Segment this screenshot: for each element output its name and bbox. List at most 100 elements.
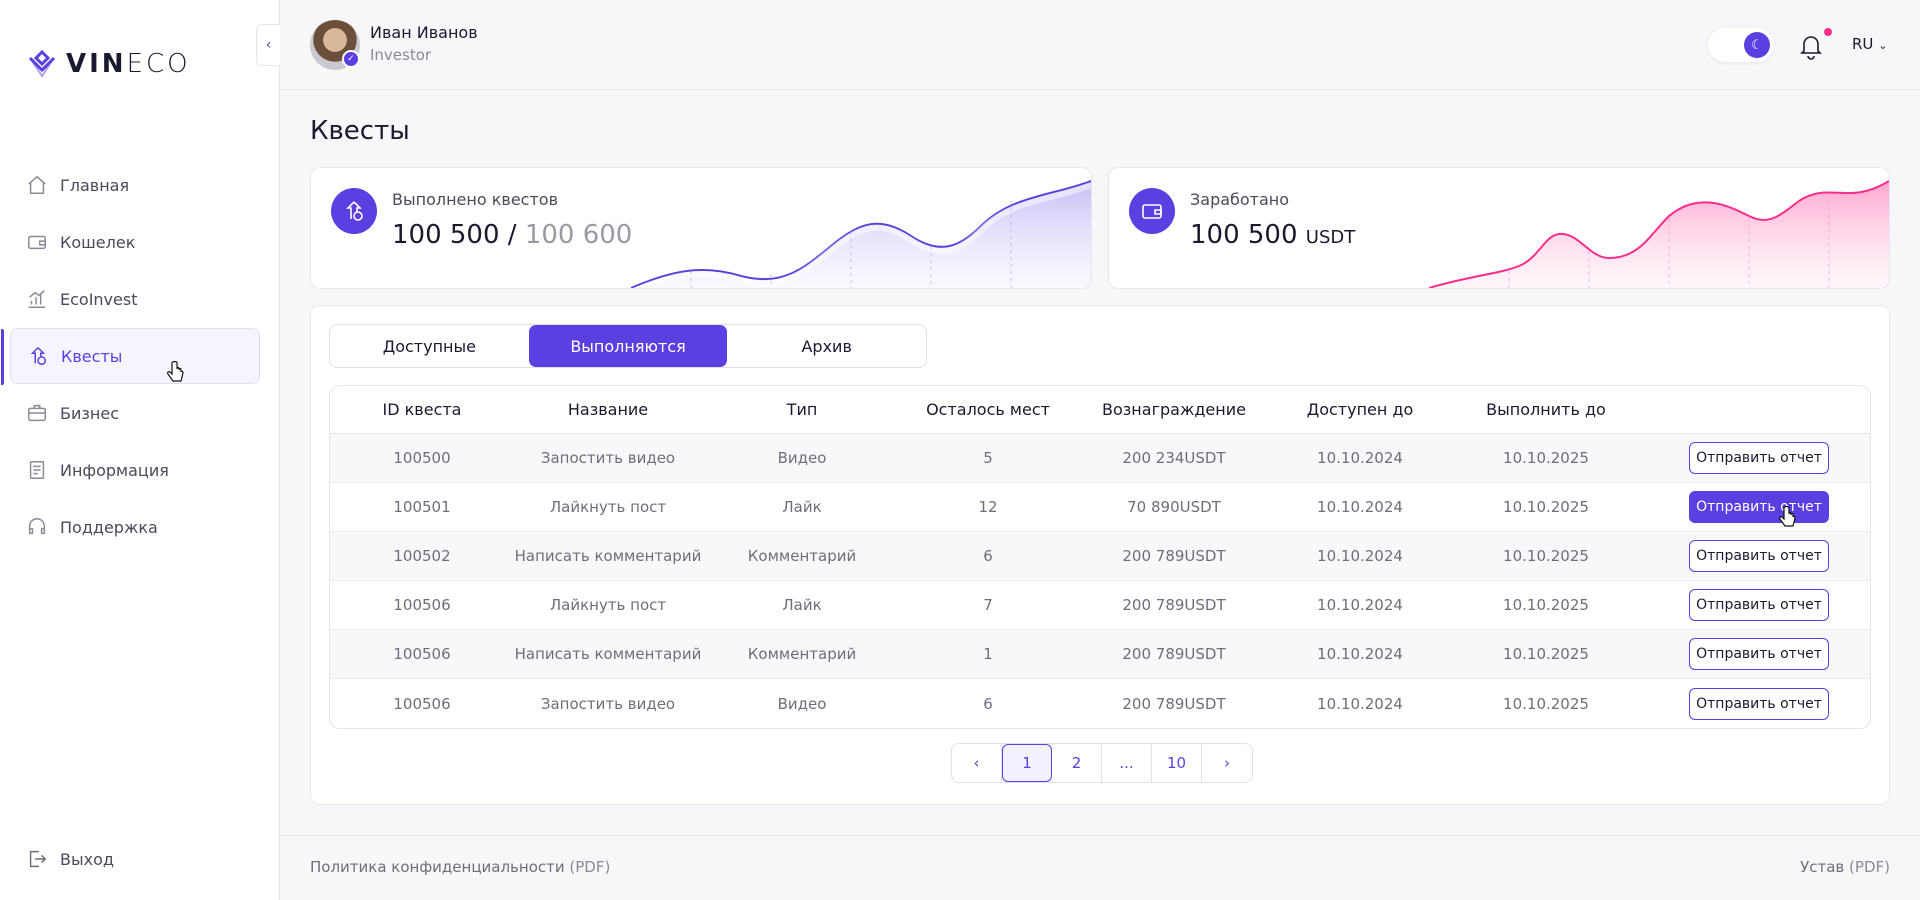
sidebar-item-quests[interactable]: Квесты bbox=[1, 328, 260, 385]
theme-toggle[interactable]: ☾ bbox=[1708, 28, 1774, 62]
table-cell: Запостить видео bbox=[540, 694, 676, 713]
sidebar-item-label: Бизнес bbox=[60, 403, 119, 423]
table-row: 100506 Написать комментарий Комментарий 1 20… bbox=[330, 630, 1870, 679]
table-cell: 100501 bbox=[393, 498, 451, 516]
column-header[interactable]: Выполнить до bbox=[1486, 400, 1606, 419]
quests-stat-card: Выполнено квестов 100 500 / 100 600 bbox=[310, 167, 1092, 289]
table-cell: 200 789USDT bbox=[1122, 645, 1226, 663]
table-cell: Комментарий bbox=[747, 645, 857, 663]
table-cell-action: Отправить отчет bbox=[1646, 491, 1870, 523]
chevron-left-icon: ‹ bbox=[973, 754, 980, 772]
table-cell: 100506 bbox=[393, 694, 451, 713]
quests-panel: Доступные Выполняются Архив ID квеста На… bbox=[310, 305, 1890, 805]
table-cell: 10.10.2025 bbox=[1503, 449, 1589, 467]
charter-link[interactable]: Устав (PDF) bbox=[1800, 858, 1890, 876]
sidebar-item-info[interactable]: Информация bbox=[10, 442, 260, 498]
table-cell: Лайк bbox=[782, 498, 822, 516]
column-header[interactable]: Вознаграждение bbox=[1102, 400, 1246, 419]
logo-text: VINECO bbox=[66, 49, 191, 79]
logout-icon bbox=[26, 848, 48, 870]
table-cell: 100502 bbox=[393, 547, 451, 565]
table-cell: Лайк bbox=[782, 596, 822, 614]
bell-icon[interactable] bbox=[1798, 32, 1824, 60]
quests-table: ID квеста Название Тип Осталось мест Воз… bbox=[329, 385, 1871, 729]
sidebar-item-home[interactable]: Главная bbox=[10, 157, 260, 213]
hand-cursor-icon bbox=[167, 361, 184, 382]
logout-label: Выход bbox=[60, 849, 114, 869]
table-cell: 10.10.2025 bbox=[1503, 547, 1589, 565]
stat-value: 100 500 USDT bbox=[1190, 220, 1356, 250]
sidebar-item-label: Информация bbox=[60, 460, 169, 480]
table-cell: 200 789USDT bbox=[1122, 547, 1226, 565]
earned-stat-card: Заработано 100 500 USDT bbox=[1108, 167, 1890, 289]
tab-archive[interactable]: Архив bbox=[801, 336, 852, 356]
table-header: ID квеста Название Тип Осталось мест Воз… bbox=[330, 386, 1870, 434]
earned-sparkline bbox=[1429, 180, 1889, 288]
sidebar-item-label: Поддержка bbox=[60, 517, 158, 537]
header: ✓ Иван Иванов Investor ☾ RU ⌄ bbox=[280, 0, 1920, 90]
privacy-policy-link[interactable]: Политика конфиденциальности (PDF) bbox=[310, 858, 611, 876]
table-row: 100502 Написать комментарий Комментарий 6 20… bbox=[330, 532, 1870, 581]
send-report-button[interactable]: Отправить отчет bbox=[1689, 491, 1829, 523]
column-header[interactable]: Доступен до bbox=[1306, 400, 1414, 419]
table-cell: 100500 bbox=[393, 449, 451, 467]
language-select[interactable]: RU ⌄ bbox=[1852, 35, 1888, 53]
chart-icon bbox=[26, 288, 48, 310]
logo[interactable]: VINECO bbox=[26, 48, 191, 80]
column-header[interactable]: Название bbox=[567, 400, 649, 419]
table-cell: 10.10.2024 bbox=[1317, 645, 1403, 663]
table-cell: 6 bbox=[983, 547, 993, 565]
tab-in-progress[interactable]: Выполняются bbox=[528, 325, 728, 367]
send-report-button[interactable]: Отправить отчет bbox=[1689, 687, 1829, 720]
send-report-button[interactable]: Отправить отчет bbox=[1689, 638, 1829, 670]
table-cell: 7 bbox=[983, 596, 993, 614]
sidebar-item-support[interactable]: Поддержка bbox=[10, 499, 260, 555]
table-cell: 10.10.2025 bbox=[1503, 645, 1589, 663]
table-cell: 10.10.2024 bbox=[1317, 498, 1403, 516]
page-button[interactable]: 1 bbox=[1002, 744, 1052, 782]
table-cell: 10.10.2024 bbox=[1317, 449, 1403, 467]
logo-icon bbox=[28, 49, 56, 78]
table-cell: 200 234USDT bbox=[1122, 449, 1226, 467]
table-cell: Написать комментарий bbox=[514, 547, 702, 565]
headset-icon bbox=[26, 516, 48, 538]
table-cell-action: Отправить отчет bbox=[1646, 687, 1870, 720]
table-cell: Комментарий bbox=[747, 547, 857, 565]
sidebar-item-wallet[interactable]: Кошелек bbox=[10, 214, 260, 270]
table-cell: 10.10.2025 bbox=[1503, 694, 1589, 713]
collapse-sidebar-button[interactable]: ‹ bbox=[256, 24, 280, 66]
next-page-button[interactable]: › bbox=[1202, 744, 1252, 782]
hand-cursor-icon bbox=[1779, 506, 1796, 527]
page-button[interactable]: 10 bbox=[1152, 744, 1202, 782]
table-row: 100506 Лайкнуть пост Лайк 7 200 789USDT 10.10… bbox=[330, 581, 1870, 630]
wallet-icon bbox=[26, 231, 48, 253]
tab-available[interactable]: Доступные bbox=[382, 336, 476, 356]
sidebar-item-business[interactable]: Бизнес bbox=[10, 385, 260, 441]
sidebar: VINECO Главная Кошелек EcoInvest Квесты … bbox=[0, 0, 280, 900]
sidebar-item-ecoinvest[interactable]: EcoInvest bbox=[10, 271, 260, 327]
table-cell: 10.10.2024 bbox=[1317, 547, 1403, 565]
quest-icon bbox=[331, 188, 377, 234]
logout-button[interactable]: Выход bbox=[26, 848, 114, 870]
table-cell: 100506 bbox=[393, 596, 451, 614]
page-button[interactable]: 2 bbox=[1052, 744, 1102, 782]
prev-page-button[interactable]: ‹ bbox=[952, 744, 1002, 782]
quests-sparkline bbox=[631, 180, 1091, 288]
table-cell: 70 890USDT bbox=[1127, 498, 1221, 516]
column-header[interactable]: Осталось мест bbox=[926, 400, 1050, 419]
column-header[interactable]: Тип bbox=[786, 400, 818, 419]
column-header[interactable]: ID квеста bbox=[382, 400, 462, 419]
table-cell: 6 bbox=[983, 694, 993, 713]
chevron-right-icon: › bbox=[1224, 754, 1230, 772]
send-report-button[interactable]: Отправить отчет bbox=[1689, 589, 1829, 621]
table-cell: 1 bbox=[983, 645, 993, 663]
table-cell: 12 bbox=[978, 498, 998, 516]
send-report-button[interactable]: Отправить отчет bbox=[1689, 442, 1829, 474]
table-cell: 100506 bbox=[393, 645, 451, 663]
notification-dot bbox=[1824, 28, 1832, 36]
send-report-button[interactable]: Отправить отчет bbox=[1689, 540, 1829, 572]
briefcase-icon bbox=[26, 402, 48, 424]
table-cell-action: Отправить отчет bbox=[1646, 589, 1870, 621]
stat-label: Заработано bbox=[1190, 190, 1290, 209]
table-cell: 5 bbox=[983, 449, 993, 467]
